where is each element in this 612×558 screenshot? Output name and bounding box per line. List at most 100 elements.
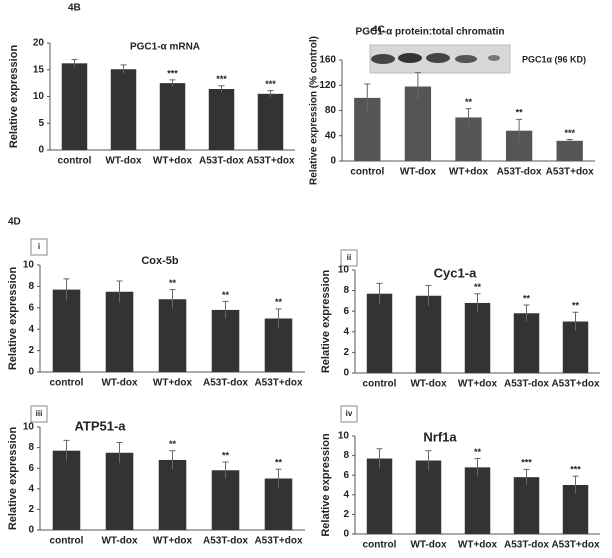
y-tick-label: 8 [28,442,34,453]
error-bar [222,461,229,479]
y-axis-label: Relative expression [7,427,19,531]
y-tick-label: 5 [38,118,44,129]
error-bar [572,475,579,494]
significance: *** [570,465,581,475]
x-tick-label: A53T+dox [254,536,303,547]
significance: ** [474,447,482,457]
error-bar [120,64,127,74]
x-tick-label: control [363,379,397,390]
chart-title: Cyc1-a [434,265,477,280]
x-tick-label: WT-dox [410,540,447,551]
error-bar [275,308,282,329]
bar [257,93,284,150]
significance: ** [222,290,230,300]
error-bar [169,450,176,470]
bar [158,459,187,530]
y-tick-label: 10 [338,431,350,442]
panel-label: i [38,242,40,251]
error-bar [169,289,176,309]
x-tick-label: A53T-dox [504,540,549,551]
bar [415,460,442,534]
significance: *** [265,79,276,89]
x-tick-label: WT+dox [153,378,193,389]
y-tick-label: 6 [343,470,349,481]
error-bar [63,278,70,301]
x-tick-label: WT-dox [410,379,447,390]
y-tick-label: 4 [343,326,349,337]
error-bar [169,79,176,87]
significance: ** [169,278,177,288]
panel-box [30,238,48,256]
x-tick-label: A53T-dox [203,378,248,389]
x-tick-label: A53T-dox [497,167,542,178]
significance: ** [465,97,473,107]
bar [464,467,491,534]
bar [211,470,240,530]
panel-label: iv [346,409,353,418]
error-bar [376,448,383,469]
bar [110,69,137,150]
bar [415,295,442,373]
chart-title: Nrf1a [423,429,457,444]
y-tick-label: 10 [23,260,35,271]
bar [105,452,134,530]
y-tick-label: 120 [319,80,336,91]
x-tick-label: A53T+dox [246,156,295,167]
error-bar [572,311,579,331]
error-bar [465,108,472,127]
error-bar [516,118,523,143]
x-tick-label: WT+dox [153,156,193,167]
y-tick-label: 160 [319,55,336,66]
x-tick-label: control [50,536,84,547]
x-tick-label: WT-dox [105,156,142,167]
x-tick-label: A53T+dox [551,379,600,390]
y-axis-label: Relative expression [7,267,19,371]
error-bar [414,72,421,101]
y-tick-label: 0 [38,145,44,156]
x-tick-label: A53T-dox [199,156,244,167]
y-tick-label: 2 [28,345,34,356]
significance: ** [222,450,230,460]
x-tick-label: A53T+dox [546,167,595,178]
significance: *** [167,68,178,78]
significance: ** [572,301,580,311]
bar [464,302,491,373]
y-tick-label: 10 [23,422,35,433]
x-tick-label: WT+dox [153,536,193,547]
y-axis-label: Relative expression [320,433,332,537]
y-tick-label: 40 [325,130,337,141]
x-tick-label: control [50,378,84,389]
x-tick-label: WT+dox [458,379,498,390]
y-tick-label: 4 [28,483,34,494]
y-tick-label: 0 [330,156,336,167]
y-tick-label: 6 [343,306,349,317]
chart-title: PGC1-α protein:total chromatin [356,27,505,38]
y-tick-label: 10 [338,265,350,276]
y-tick-label: 20 [33,38,45,49]
y-tick-label: 0 [28,525,34,536]
y-tick-label: 0 [343,368,349,379]
bar [513,313,540,373]
y-axis-label: Relative expression [8,45,20,149]
significance: ** [523,293,531,303]
error-bar [474,293,481,313]
error-bar [222,300,229,319]
bar [366,458,393,534]
significance: ** [275,458,283,468]
error-bar [267,90,274,98]
y-tick-label: 4 [28,324,34,335]
x-tick-label: WT-dox [101,378,138,389]
error-bar [275,468,282,488]
y-tick-label: 15 [33,64,45,75]
chart-title: PGC1-α mRNA [130,42,200,53]
error-bar [523,304,530,322]
panel-label: 4C [372,25,385,36]
western-blot [369,44,511,74]
y-tick-label: 80 [325,105,337,116]
bar [208,89,235,150]
y-tick-label: 6 [28,302,34,313]
x-tick-label: A53T-dox [504,379,549,390]
panel-label: ii [347,253,351,262]
y-tick-label: 0 [28,367,34,378]
